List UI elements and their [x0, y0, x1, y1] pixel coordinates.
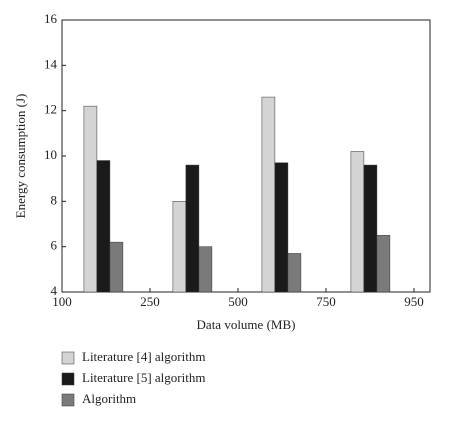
bar [96, 160, 111, 293]
bar [198, 246, 213, 293]
bar [172, 201, 187, 293]
x-tick-label: 750 [316, 294, 336, 309]
y-tick-label: 4 [51, 283, 58, 298]
bar [274, 162, 289, 293]
bar [363, 164, 378, 293]
y-tick-label: 10 [44, 147, 57, 162]
legend-label: Literature [4] algorithm [82, 349, 205, 364]
legend-swatch [61, 351, 75, 365]
legend-swatch [61, 372, 75, 386]
x-tick-label: 500 [228, 294, 248, 309]
x-axis-label: Data volume (MB) [197, 317, 296, 332]
y-axis-label: Energy consumption (J) [13, 94, 28, 219]
bar [287, 253, 302, 293]
y-tick-label: 14 [44, 56, 58, 71]
bar [350, 151, 365, 293]
bar [83, 105, 98, 293]
y-tick-label: 6 [51, 238, 58, 253]
bar [185, 164, 200, 293]
x-tick-label: 950 [404, 294, 424, 309]
x-tick-label: 250 [140, 294, 160, 309]
legend-swatch [61, 393, 75, 407]
bar [376, 235, 391, 293]
y-tick-label: 8 [51, 192, 58, 207]
legend-label: Literature [5] algorithm [82, 370, 205, 385]
legend-label: Algorithm [82, 391, 136, 406]
bar [109, 241, 124, 293]
y-tick-label: 16 [44, 11, 58, 26]
y-tick-label: 12 [44, 102, 57, 117]
x-tick-label: 100 [52, 294, 72, 309]
bar [261, 96, 276, 293]
